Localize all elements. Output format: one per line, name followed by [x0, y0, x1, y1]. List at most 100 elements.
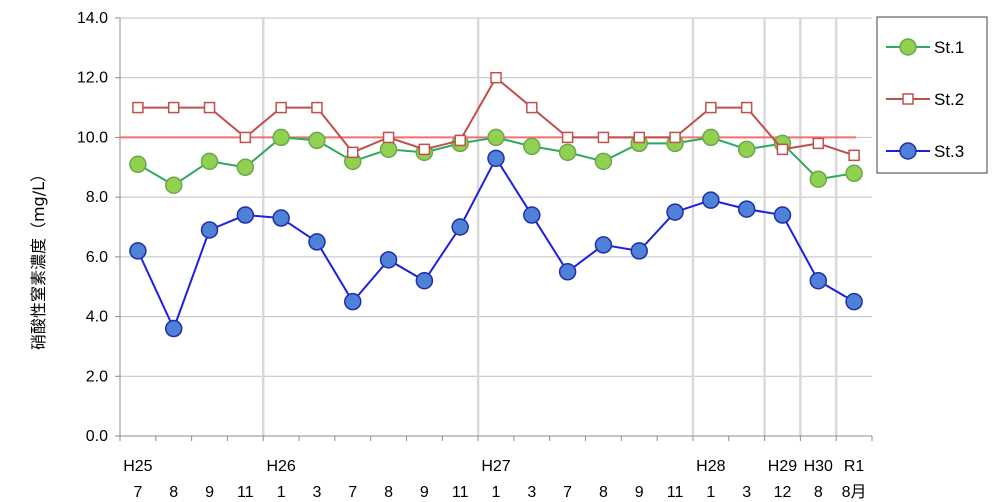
data-point-st-2	[239, 131, 252, 144]
y-tick-label: 12.0	[77, 70, 108, 87]
x-year-label: H29	[768, 458, 797, 475]
x-month-label: 9	[420, 484, 429, 501]
legend-label-st-3: St.3	[934, 142, 964, 161]
y-tick-label: 4.0	[86, 309, 108, 326]
data-point-st-2	[347, 146, 359, 159]
legend-label-st-2: St.2	[934, 90, 964, 109]
data-point-st-1	[236, 158, 255, 177]
legend-marker-st-2	[902, 93, 914, 105]
data-point-st-2	[633, 131, 645, 144]
data-point-st-2	[526, 101, 538, 114]
legend-label-st-1: St.1	[934, 38, 964, 57]
data-point-st-1	[523, 137, 541, 156]
data-point-st-3	[558, 263, 577, 281]
x-month-label: 8	[169, 484, 178, 501]
series-st-3	[129, 149, 863, 338]
data-point-st-1	[594, 152, 613, 171]
x-month-label: 8月	[842, 484, 867, 501]
data-point-st-3	[594, 236, 613, 254]
data-point-st-2	[490, 71, 502, 84]
x-month-label: 1	[492, 484, 501, 501]
x-month-label: 7	[133, 484, 142, 501]
data-point-st-1	[737, 140, 756, 159]
data-point-st-3	[200, 221, 219, 239]
x-month-label: 7	[348, 484, 357, 501]
data-point-st-2	[311, 101, 323, 114]
data-point-st-1	[308, 131, 326, 150]
x-month-label: 1	[706, 484, 715, 501]
legend-marker-st-3	[899, 142, 917, 160]
data-point-st-3	[737, 200, 756, 218]
y-axis-label: 硝酸性窒素濃度（mg/L）	[29, 166, 48, 350]
data-point-st-2	[597, 131, 610, 144]
data-point-st-3	[809, 271, 828, 290]
x-year-label: H26	[266, 458, 295, 475]
data-point-st-1	[272, 128, 290, 147]
x-month-label: 9	[205, 484, 214, 501]
data-point-st-1	[558, 143, 577, 162]
x-month-label: 1	[277, 484, 286, 501]
y-tick-label: 10.0	[77, 129, 108, 146]
data-point-st-1	[702, 128, 720, 147]
data-point-st-3	[379, 251, 398, 269]
data-point-st-3	[236, 206, 255, 224]
x-month-label: 8	[814, 484, 823, 501]
x-year-label: H28	[696, 458, 725, 475]
x-year-label: H30	[804, 458, 833, 475]
x-month-label: 3	[527, 484, 536, 501]
y-tick-label: 14.0	[77, 10, 108, 27]
data-point-st-3	[773, 206, 792, 224]
x-month-label: 11	[452, 484, 469, 501]
data-point-st-1	[845, 164, 863, 183]
data-point-st-2	[275, 101, 287, 114]
x-month-label: 3	[312, 484, 321, 501]
x-month-label: 11	[237, 484, 254, 501]
x-year-label: H25	[123, 458, 152, 475]
data-point-st-3	[487, 149, 505, 168]
grid-lines	[120, 17, 872, 377]
data-point-st-3	[164, 319, 183, 338]
data-point-st-1	[164, 176, 183, 194]
y-tick-label: 2.0	[86, 368, 108, 385]
data-point-st-2	[418, 143, 431, 156]
x-year-label: R1	[844, 458, 865, 475]
axes	[115, 17, 873, 441]
legend-marker-st-1	[899, 38, 917, 56]
data-point-st-3	[308, 233, 326, 251]
data-point-st-2	[167, 101, 180, 114]
data-point-st-3	[272, 209, 290, 227]
data-point-st-1	[200, 152, 219, 171]
data-point-st-2	[561, 131, 574, 144]
legend: St.1 St.2 St.3	[876, 16, 988, 174]
x-month-label: 3	[742, 484, 751, 501]
data-point-st-1	[379, 140, 398, 159]
data-point-st-2	[454, 134, 466, 147]
data-point-st-3	[415, 271, 434, 290]
data-point-st-1	[129, 155, 147, 174]
series-group	[129, 71, 863, 338]
data-point-st-2	[203, 101, 216, 114]
x-month-label: 11	[667, 484, 684, 501]
series-st-2	[132, 71, 860, 162]
x-month-label: 8	[599, 484, 608, 501]
data-point-st-3	[344, 292, 362, 311]
data-point-st-3	[451, 218, 469, 236]
x-month-label: 12	[774, 484, 792, 501]
x-month-label: 9	[635, 484, 644, 501]
data-point-st-3	[845, 292, 863, 311]
data-point-st-3	[702, 191, 720, 209]
data-point-st-2	[669, 131, 681, 144]
data-point-st-3	[666, 203, 684, 221]
legend-box	[876, 16, 988, 174]
y-tick-label: 6.0	[86, 249, 108, 266]
data-point-st-3	[523, 206, 541, 224]
data-point-st-2	[848, 149, 860, 162]
x-month-label: 7	[563, 484, 572, 501]
data-point-st-1	[809, 170, 828, 188]
data-point-st-2	[740, 101, 753, 114]
y-tick-labels: 0.0 2.0 4.0 6.0 8.0 10.0 12.0 14.0	[77, 10, 108, 445]
y-tick-label: 0.0	[86, 428, 108, 445]
data-point-st-2	[705, 101, 717, 114]
